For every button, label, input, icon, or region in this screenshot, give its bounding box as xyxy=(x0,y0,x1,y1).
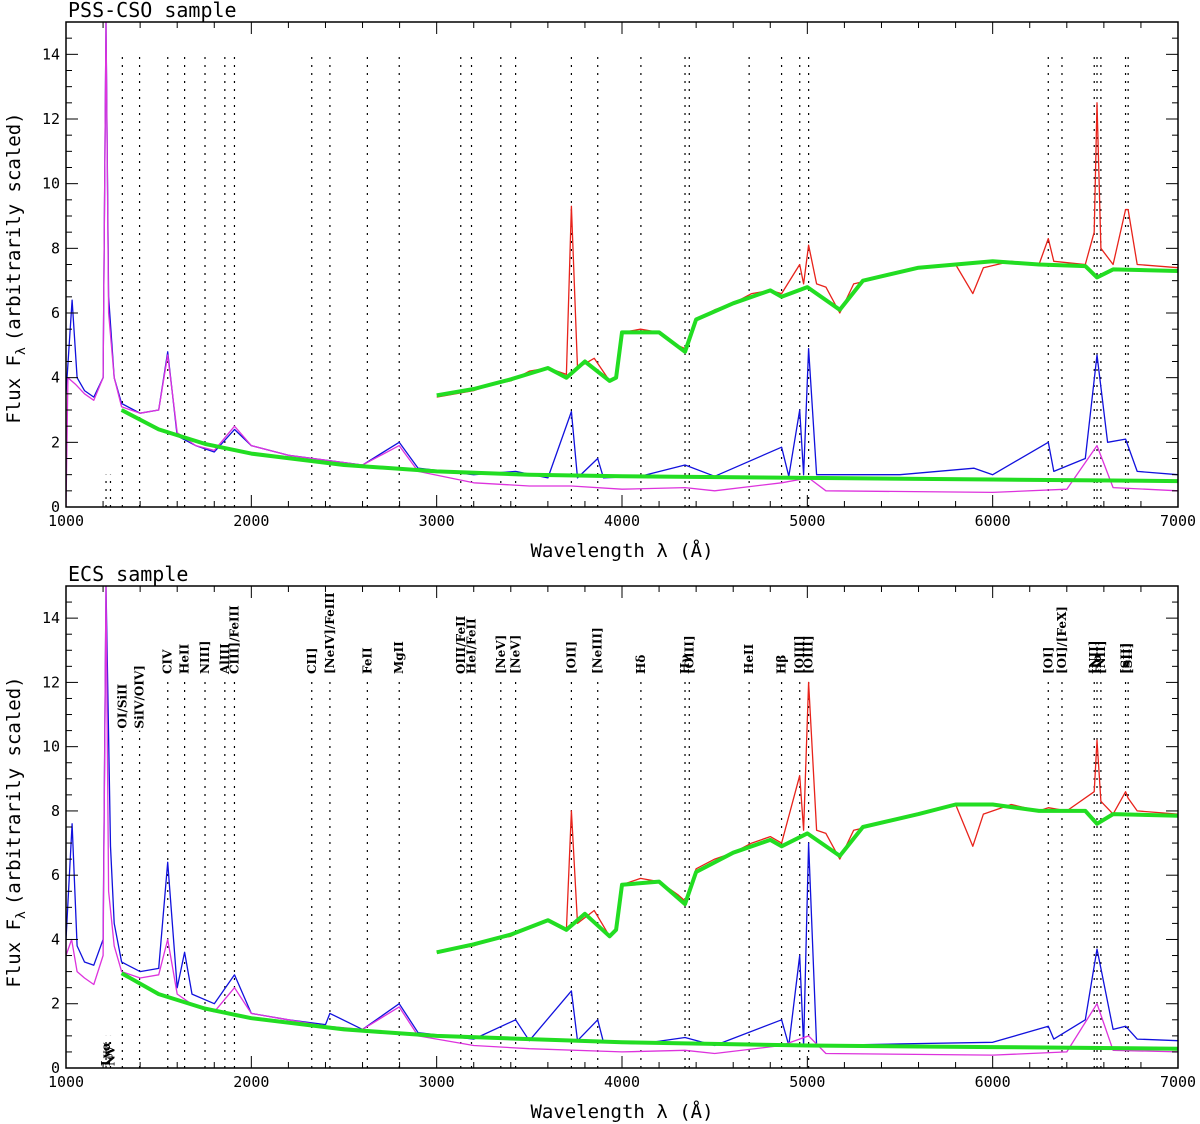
y-axis-label: Flux Fλ (arbitrarily scaled) xyxy=(3,676,29,987)
y-axis-label-sub: λ xyxy=(14,911,29,919)
x-tick-label: 7000 xyxy=(1160,1073,1196,1091)
line-label: HeII xyxy=(742,643,756,674)
x-tick-label: 3000 xyxy=(419,1073,455,1091)
series-line-3 xyxy=(66,586,1178,1056)
y-tick-label: 10 xyxy=(42,738,60,756)
line-label: NV xyxy=(104,1045,118,1066)
x-ticks: 1000 2000 3000 4000 5000 6000 7000 xyxy=(48,586,1196,1091)
y-tick-label: 0 xyxy=(51,498,60,516)
line-label: MgII xyxy=(392,641,406,674)
line-label: HeII xyxy=(178,643,192,674)
series-line-0 xyxy=(436,102,1178,398)
line-label: Hβ xyxy=(775,655,789,674)
line-label: [OIII] xyxy=(802,635,816,674)
line-label: [OIII] xyxy=(793,635,807,674)
x-tick-label: 6000 xyxy=(975,512,1011,530)
y-tick-label: 4 xyxy=(51,369,60,387)
panel-title: PSS-CSO sample xyxy=(68,0,237,22)
line-label: Hγ xyxy=(678,655,692,674)
line-label: [SII] xyxy=(1119,643,1133,674)
line-label: CIV xyxy=(161,649,175,674)
y-ticks: 0 2 4 6 8 10 12 14 xyxy=(42,21,1178,516)
y-tick-label: 4 xyxy=(51,930,60,948)
y-axis-label-sub: λ xyxy=(14,347,29,355)
series-line-4 xyxy=(120,408,1178,484)
x-tick-label: 7000 xyxy=(1160,512,1196,530)
line-label: CIII]/FeIII xyxy=(228,605,242,674)
x-axis-label: Wavelength λ (Å) xyxy=(530,1100,713,1123)
x-axis-label: Wavelength λ (Å) xyxy=(530,539,713,562)
y-tick-label: 14 xyxy=(42,609,60,627)
x-tick-label: 4000 xyxy=(604,512,640,530)
line-label: FeII xyxy=(360,647,374,674)
x-ticks: 1000 2000 3000 4000 5000 6000 7000 xyxy=(48,22,1196,530)
line-label: SiIV/OIV] xyxy=(133,665,147,729)
line-markers xyxy=(105,54,1129,507)
y-axis-label-tail: (arbitrarily scaled) xyxy=(3,112,25,341)
line-label: OI/SiII xyxy=(115,683,129,728)
y-tick-label: 12 xyxy=(42,110,60,128)
y-tick-label: 10 xyxy=(42,175,60,193)
y-axis-label-tail: (arbitrarily scaled) xyxy=(3,676,25,905)
line-label: Hα xyxy=(1090,653,1104,674)
line-markers xyxy=(105,675,1129,1068)
line-label: HeI/FeII xyxy=(465,618,479,674)
line-label: [OI] xyxy=(1041,647,1055,674)
line-label: [NeV] xyxy=(509,635,523,674)
x-tick-label: 1000 xyxy=(48,1073,84,1091)
y-axis-label-main: Flux F xyxy=(3,355,25,424)
line-label: OIII/FeII xyxy=(454,615,468,674)
x-tick-label: 1000 xyxy=(48,512,84,530)
line-label: [NII] xyxy=(1094,640,1108,674)
y-tick-label: 6 xyxy=(51,304,60,322)
line-label: [OII] xyxy=(564,641,578,674)
x-tick-label: 4000 xyxy=(604,1073,640,1091)
x-tick-label: 3000 xyxy=(419,512,455,530)
line-label: [SII] xyxy=(1121,643,1135,674)
series-line-1 xyxy=(436,259,1178,398)
y-axis-label: Flux Fλ (arbitrarily scaled) xyxy=(3,112,29,423)
line-label: NIII] xyxy=(198,641,212,675)
series-line-1 xyxy=(436,802,1178,955)
series-line-4 xyxy=(120,971,1178,1051)
panel-title: ECS sample xyxy=(68,562,188,586)
line-label: [NeV] xyxy=(494,635,508,674)
line-label: [OIII] xyxy=(682,635,696,674)
line-label: [OI]/[FeX] xyxy=(1055,606,1069,674)
line-label: [NII] xyxy=(1087,640,1101,674)
y-tick-label: 0 xyxy=(51,1059,60,1077)
series-group xyxy=(66,22,1178,507)
x-tick-label: 5000 xyxy=(789,1073,825,1091)
y-tick-label: 6 xyxy=(51,866,60,884)
y-tick-label: 8 xyxy=(51,802,60,820)
line-label: Hδ xyxy=(634,655,648,674)
series-line-2 xyxy=(66,22,1178,479)
panel-pss-cso: PSS-CSO sample Wavelength λ (Å) Flux Fλ (… xyxy=(3,0,1196,562)
series-line-2 xyxy=(66,586,1178,1047)
y-tick-label: 8 xyxy=(51,239,60,257)
line-label: AlIII xyxy=(218,643,232,675)
panel-ecs: ECS sample Wavelength λ (Å) Flux Fλ (arbi… xyxy=(3,562,1196,1123)
x-tick-label: 6000 xyxy=(975,1073,1011,1091)
x-tick-label: 5000 xyxy=(789,512,825,530)
series-line-0 xyxy=(436,681,1178,953)
x-tick-label: 2000 xyxy=(233,512,269,530)
series-group xyxy=(66,586,1178,1056)
line-label: [NeIV]/FeIII xyxy=(323,592,337,674)
y-tick-label: 14 xyxy=(42,45,60,63)
x-tick-label: 2000 xyxy=(233,1073,269,1091)
y-axis-label-main: Flux F xyxy=(3,919,25,988)
line-label: [NeIII] xyxy=(591,627,605,674)
y-tick-label: 2 xyxy=(51,995,60,1013)
line-label: Lyα xyxy=(99,1042,113,1066)
y-tick-label: 2 xyxy=(51,433,60,451)
line-label: CII] xyxy=(305,648,319,674)
y-ticks: 0 2 4 6 8 10 12 14 xyxy=(42,585,1178,1077)
y-tick-label: 12 xyxy=(42,673,60,691)
